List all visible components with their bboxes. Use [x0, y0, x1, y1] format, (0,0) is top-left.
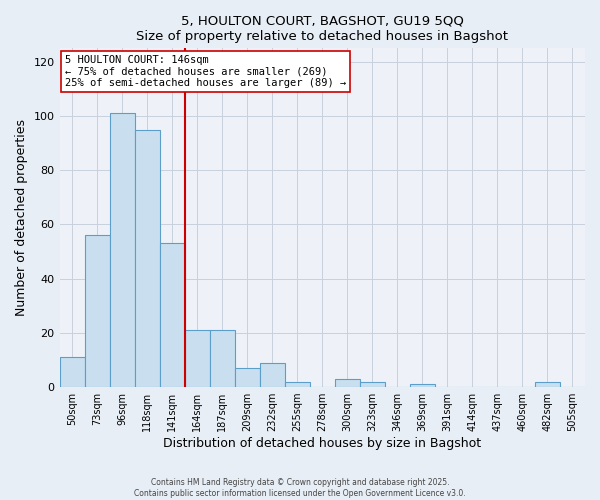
Bar [59, 358, 85, 387]
Bar [134, 130, 160, 387]
Bar [410, 384, 435, 387]
Text: Contains HM Land Registry data © Crown copyright and database right 2025.
Contai: Contains HM Land Registry data © Crown c… [134, 478, 466, 498]
Bar [335, 379, 360, 387]
Bar [209, 330, 235, 387]
Bar [285, 382, 310, 387]
Bar [360, 382, 385, 387]
Bar [260, 362, 285, 387]
Bar [110, 114, 134, 387]
Bar [235, 368, 260, 387]
Title: 5, HOULTON COURT, BAGSHOT, GU19 5QQ
Size of property relative to detached houses: 5, HOULTON COURT, BAGSHOT, GU19 5QQ Size… [136, 15, 508, 43]
Text: 5 HOULTON COURT: 146sqm
← 75% of detached houses are smaller (269)
25% of semi-d: 5 HOULTON COURT: 146sqm ← 75% of detache… [65, 55, 346, 88]
Bar [535, 382, 560, 387]
X-axis label: Distribution of detached houses by size in Bagshot: Distribution of detached houses by size … [163, 437, 481, 450]
Bar [185, 330, 209, 387]
Y-axis label: Number of detached properties: Number of detached properties [15, 119, 28, 316]
Bar [160, 244, 185, 387]
Bar [85, 236, 110, 387]
